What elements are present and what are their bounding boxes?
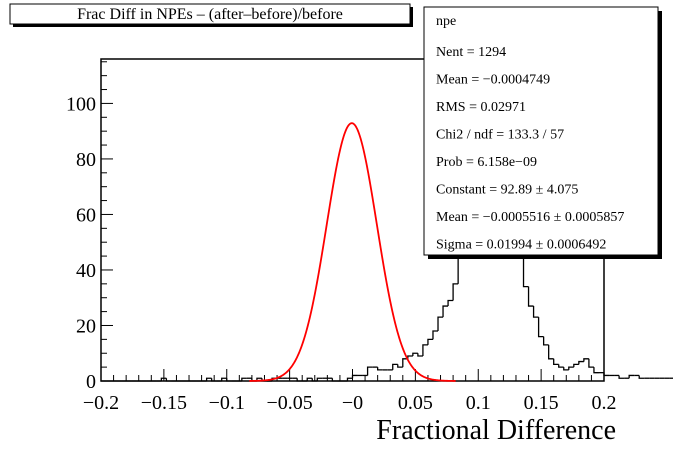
y-tick-label: 0 (86, 371, 96, 393)
x-tick-label: −0.1 (209, 392, 245, 414)
y-axis: 0 20 40 60 80 100 (66, 61, 113, 393)
histogram-bin (422, 344, 428, 357)
histogram-bin (573, 363, 579, 368)
histogram-bin (628, 374, 635, 379)
stats-lines: Nent = 1294 Mean = −0.0004749 RMS = 0.0297… (436, 45, 624, 253)
histogram-bin (377, 367, 383, 371)
histogram-bin (432, 330, 439, 340)
gaussian-fit-curve (249, 122, 456, 382)
y-tick-label: 80 (76, 149, 96, 171)
stats-line: RMS = 0.02971 (436, 100, 526, 115)
histogram-bin (392, 363, 398, 370)
histogram-bin (417, 353, 423, 357)
histogram-bin (553, 358, 559, 365)
histogram-bin (527, 286, 534, 307)
histogram-bin (558, 364, 564, 368)
histogram-bin (306, 377, 313, 381)
x-tick-label: −0 (342, 392, 363, 414)
histogram-bin (437, 316, 444, 332)
y-tick-label: 60 (76, 204, 96, 226)
y-tick-label: 100 (66, 93, 96, 115)
histogram-bin (618, 375, 625, 379)
histogram-bin (548, 344, 554, 360)
histogram-bin (397, 364, 403, 368)
histogram-bin (366, 366, 373, 376)
histogram-bin (537, 317, 544, 338)
y-tick-label: 40 (76, 260, 96, 282)
histogram-bin (452, 283, 459, 301)
histogram-bin (296, 378, 303, 382)
histogram-bin (316, 377, 323, 381)
x-tick-label: 0.05 (398, 392, 433, 414)
histogram-bin (402, 358, 408, 368)
stats-box-name: npe (436, 14, 456, 29)
stats-line: Prob = 6.158e−09 (436, 155, 537, 170)
histogram-bin (311, 378, 318, 382)
stats-line: Nent = 1294 (436, 45, 506, 60)
stats-line: Constant = 92.89 ± 4.075 (436, 183, 578, 198)
histogram-bin (583, 358, 589, 362)
histogram-bin (211, 378, 217, 382)
x-axis: −0.2 −0.15 −0.1 −0.05 −0 0.05 0.1 0.15 0.2 (83, 369, 617, 414)
x-tick-label: 0.2 (592, 392, 617, 414)
y-tick-label: 20 (76, 315, 96, 337)
histogram-bin (457, 255, 464, 284)
histogram-bin (427, 338, 433, 345)
histogram-bin (205, 377, 212, 381)
histogram-bin (407, 355, 413, 359)
histogram-bin (160, 377, 167, 381)
title-box: Frac Diff in NPEs – (after–before)/befor… (9, 3, 413, 27)
histogram-bin (331, 378, 338, 382)
histogram-bin (578, 360, 584, 365)
stats-line: Sigma = 0.01994 ± 0.0006492 (436, 238, 606, 253)
histogram-bin (165, 378, 172, 382)
x-tick-label: 0.1 (466, 392, 491, 414)
histogram-bin (568, 366, 574, 370)
histogram-bin (442, 305, 449, 318)
x-tick-label: −0.15 (141, 392, 187, 414)
stats-line: Chi2 / ndf = 133.3 / 57 (436, 128, 564, 143)
histogram-bin (588, 358, 594, 368)
histogram-bin (593, 367, 599, 374)
stats-line: Mean = −0.0005516 ± 0.0005857 (436, 210, 624, 225)
x-axis-label: Fractional Difference (376, 415, 616, 446)
chart-title: Frac Diff in NPEs – (after–before)/befor… (77, 6, 343, 23)
stats-line: Mean = −0.0004749 (436, 73, 550, 88)
histogram-bin (542, 336, 549, 346)
histogram-bin (603, 372, 610, 377)
histogram-bin (346, 377, 353, 381)
histogram-bin (241, 377, 247, 381)
histogram-bin (412, 352, 418, 357)
histogram-bin (351, 374, 358, 379)
x-tick-label: −0.2 (83, 392, 119, 414)
title-box-frame (9, 3, 411, 25)
histogram-bin (638, 375, 645, 379)
gaussian-fit-series (249, 122, 456, 382)
stats-box: npe Nent = 1294 Mean = −0.0004749 RMS = 0.… (423, 6, 662, 259)
x-tick-label: −0.05 (266, 392, 312, 414)
histogram-bin (447, 299, 454, 307)
x-tick-label: 0.15 (524, 392, 559, 414)
histogram-bin (226, 378, 232, 382)
histogram-bin (221, 377, 227, 381)
stats-box-frame (423, 6, 659, 256)
histogram-bin (563, 367, 569, 371)
histogram-bin (532, 306, 539, 318)
